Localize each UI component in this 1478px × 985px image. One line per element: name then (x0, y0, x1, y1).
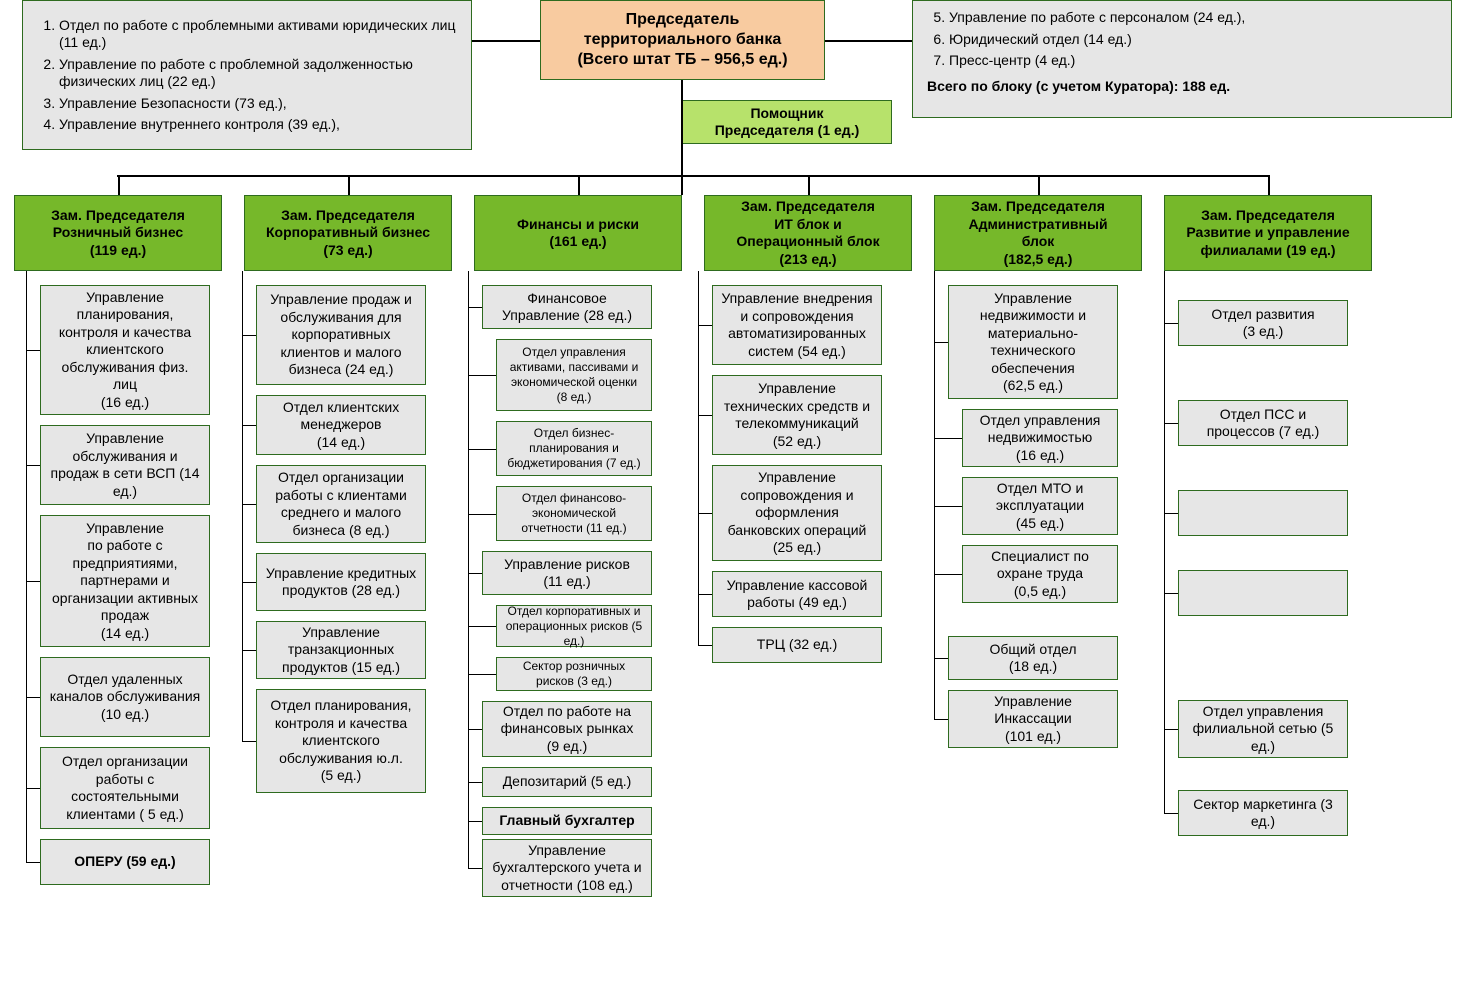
deputy-line: (119 ед.) (90, 242, 146, 260)
org-unit-box: Отдел бизнес-планирования и бюджетирован… (496, 421, 652, 476)
top-right-total: Всего по блоку (с учетом Куратора): 188 … (921, 78, 1230, 96)
deputy-box: Зам. ПредседателяКорпоративный бизнес(73… (244, 195, 452, 271)
deputy-line: (161 ед.) (549, 233, 606, 251)
org-unit-box: Отдел управления недвижимостью (16 ед.) (962, 409, 1118, 467)
org-unit-box: Управление внедрения и сопровождения авт… (712, 285, 882, 365)
top-left-list: Отдел по работе с проблемными активами ю… (31, 13, 463, 138)
org-unit-box: Отдел организации работы с состоятельным… (40, 747, 210, 829)
deputy-line: Корпоративный бизнес (266, 224, 430, 242)
chairman-box: Председатель территориального банка (Все… (540, 0, 825, 80)
assistant-box: Помощник Председателя (1 ед.) (682, 100, 892, 144)
deputy-line: Зам. Председателя (281, 207, 415, 225)
org-unit-box: Отдел финансово-экономической отчетности… (496, 486, 652, 541)
org-unit-box: Отдел планирования, контроля и качества … (256, 689, 426, 793)
org-unit-box: Отдел организации работы с клиентами сре… (256, 465, 426, 543)
org-unit-box: Управление технических средств и телеком… (712, 375, 882, 455)
deputy-line: Зам. Председателя (741, 198, 875, 216)
chairman-l2: территориального банка (584, 30, 781, 50)
org-unit-box: Главный бухгалтер (482, 807, 652, 835)
org-unit-box: Отдел развития (3 ед.) (1178, 300, 1348, 346)
list-item: Управление внутреннего контроля (39 ед.)… (59, 116, 463, 134)
top-right-panel: Управление по работе с персоналом (24 ед… (912, 0, 1452, 118)
deputy-line: Операционный блок (736, 233, 879, 251)
org-unit-box: Финансовое Управление (28 ед.) (482, 285, 652, 329)
deputy-line: Развитие и управление (1186, 224, 1349, 242)
org-unit-box: ТРЦ (32 ед.) (712, 627, 882, 663)
org-unit-box (1178, 490, 1348, 536)
org-unit-box: ОПЕРУ (59 ед.) (40, 839, 210, 885)
deputy-box: Зам. ПредседателяАдминистративныйблок(18… (934, 195, 1142, 271)
deputy-line: блок (1022, 233, 1055, 251)
org-unit-box: Управление планирования, контроля и каче… (40, 285, 210, 415)
list-item: Управление по работе с проблемной задолж… (59, 56, 463, 91)
deputy-line: Финансы и риски (517, 216, 639, 234)
chairman-l3: (Всего штат ТБ – 956,5 ед.) (577, 50, 787, 70)
deputy-line: ИТ блок и (774, 216, 842, 234)
deputy-line: (73 ед.) (323, 242, 372, 260)
org-unit-box: Сектор розничных рисков (3 ед.) (496, 657, 652, 691)
org-unit-box: Общий отдел (18 ед.) (948, 636, 1118, 680)
org-unit-box: Управление недвижимости и материально-те… (948, 285, 1118, 399)
org-unit-box: Управление продаж и обслуживания для кор… (256, 285, 426, 385)
org-unit-box: Отдел управления активами, пассивами и э… (496, 339, 652, 411)
list-item: Юридический отдел (14 ед.) (949, 31, 1245, 49)
top-left-panel: Отдел по работе с проблемными активами ю… (22, 0, 472, 150)
deputy-line: Розничный бизнес (53, 224, 183, 242)
deputy-line: Административный (968, 216, 1107, 234)
deputy-line: Зам. Председателя (51, 207, 185, 225)
deputy-box: Зам. ПредседателяРазвитие и управлениефи… (1164, 195, 1372, 271)
org-unit-box: Управление Инкассации (101 ед.) (948, 690, 1118, 748)
deputy-box: Зам. ПредседателяИТ блок иОперационный б… (704, 195, 912, 271)
org-unit-box: Управление рисков (11 ед.) (482, 551, 652, 595)
top-right-list: Управление по работе с персоналом (24 ед… (921, 5, 1245, 74)
chairman-l1: Председатель (626, 10, 740, 30)
org-unit-box: Отдел МТО и эксплуатации (45 ед.) (962, 477, 1118, 535)
org-unit-box: Отдел клиентских менеджеров (14 ед.) (256, 395, 426, 455)
deputy-line: филиалами (19 ед.) (1200, 242, 1335, 260)
org-unit-box: Сектор маркетинга (3 ед.) (1178, 790, 1348, 836)
deputy-line: (182,5 ед.) (1004, 251, 1073, 269)
deputy-line: Зам. Председателя (971, 198, 1105, 216)
org-unit-box (1178, 570, 1348, 616)
org-unit-box: Управление кредитных продуктов (28 ед.) (256, 553, 426, 611)
org-unit-box: Управление сопровождения и оформления ба… (712, 465, 882, 561)
org-unit-box: Отдел по работе на финансовых рынках (9 … (482, 701, 652, 757)
org-unit-box: Управление кассовой работы (49 ед.) (712, 571, 882, 617)
list-item: Управление по работе с персоналом (24 ед… (949, 9, 1245, 27)
deputy-line: (213 ед.) (779, 251, 836, 269)
org-unit-box: Специалист по охране труда (0,5 ед.) (962, 545, 1118, 603)
list-item: Управление Безопасности (73 ед.), (59, 95, 463, 113)
assistant-l1: Помощник (750, 105, 823, 123)
deputy-box: Финансы и риски(161 ед.) (474, 195, 682, 271)
org-unit-box: Отдел ПСС и процессов (7 ед.) (1178, 400, 1348, 446)
assistant-l2: Председателя (1 ед.) (715, 122, 860, 140)
org-unit-box: Управление бухгалтерского учета и отчетн… (482, 839, 652, 897)
deputy-line: Зам. Председателя (1201, 207, 1335, 225)
org-unit-box: Отдел удаленных каналов обслуживания (10… (40, 657, 210, 737)
org-unit-box: Отдел управления филиальной сетью (5 ед.… (1178, 700, 1348, 758)
list-item: Пресс-центр (4 ед.) (949, 52, 1245, 70)
deputy-box: Зам. ПредседателяРозничный бизнес(119 ед… (14, 195, 222, 271)
org-unit-box: Отдел корпоративных и операционных риско… (496, 605, 652, 647)
org-unit-box: Депозитарий (5 ед.) (482, 767, 652, 797)
org-unit-box: Управление обслуживания и продаж в сети … (40, 425, 210, 505)
org-unit-box: Управление по работе с предприятиями, па… (40, 515, 210, 647)
list-item: Отдел по работе с проблемными активами ю… (59, 17, 463, 52)
org-unit-box: Управление транзакционных продуктов (15 … (256, 621, 426, 679)
